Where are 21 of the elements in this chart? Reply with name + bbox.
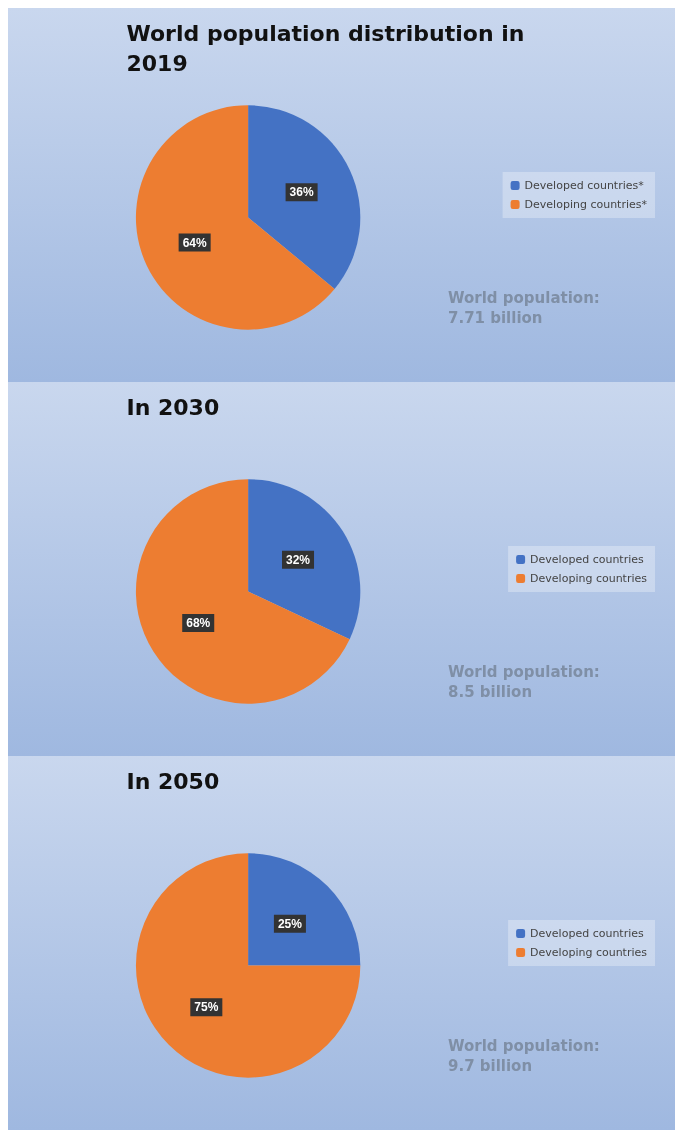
chart-title: In 2030 (126, 394, 220, 420)
data-label: 32% (286, 552, 311, 567)
text: World population: (448, 288, 600, 307)
chart-title: World population distribution in 2019 (126, 20, 533, 76)
text: 8.5 billion (448, 682, 533, 701)
text: World population: (448, 662, 600, 681)
data-label: 68% (186, 616, 211, 631)
text: 7.71 billion (448, 308, 543, 327)
data-label: 75% (194, 1000, 219, 1015)
legend-label: Developed countries (530, 553, 645, 566)
data-label: 36% (289, 185, 314, 200)
data-label: 25% (277, 916, 303, 931)
text: World population: (448, 1036, 600, 1055)
data-label: 64% (182, 235, 207, 250)
chart-title: In 2050 (126, 768, 220, 794)
text: 9.7 billion (448, 1056, 533, 1075)
legend-label: Developing countries* (524, 198, 648, 211)
legend-label: Developed countries* (524, 179, 645, 192)
legend-label: Developing countries (530, 572, 648, 585)
legend-label: Developed countries (530, 927, 645, 940)
legend-label: Developing countries (530, 946, 648, 959)
